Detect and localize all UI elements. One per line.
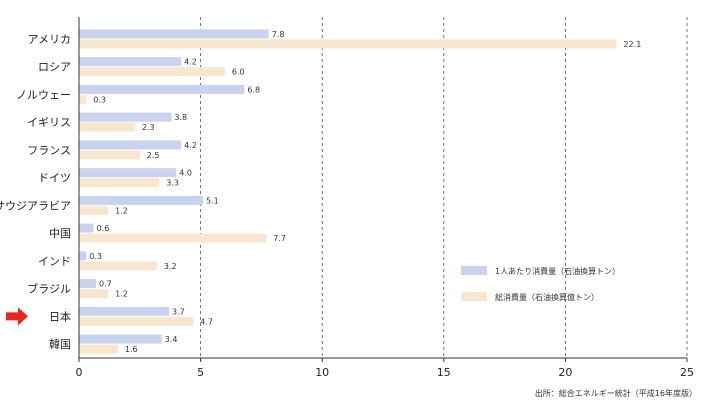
category-label: 中国 (49, 227, 71, 240)
category-label: インド (38, 255, 71, 268)
highlight-arrow-icon (6, 307, 28, 326)
bar-total (79, 261, 157, 271)
data-label: 7.7 (273, 234, 286, 243)
bar-total (79, 67, 225, 77)
bar-per-capita (79, 168, 177, 178)
data-label: 4.2 (184, 58, 197, 67)
bar-per-capita (79, 112, 172, 122)
category-labels: アメリカロシアノルウェーイギリスフランスドイツサウジアラビア中国インドブラジル日… (0, 33, 71, 351)
data-label: 0.3 (93, 95, 106, 104)
source-note: 出所：総合エネルギー統計（平成16年度版） (535, 388, 697, 398)
category-label: イギリス (27, 116, 71, 129)
category-label: ドイツ (38, 172, 71, 185)
data-label: 22.1 (623, 40, 641, 49)
bar-per-capita (79, 251, 87, 261)
legend-swatch (461, 292, 487, 301)
data-label: 3.3 (166, 179, 179, 188)
bar-total (79, 233, 267, 243)
x-tick-label: 20 (558, 366, 572, 379)
x-tick-label: 15 (437, 366, 451, 379)
category-label: 韓国 (49, 338, 71, 351)
legend: 1人あたり消費量（石油換算トン） 総消費量（石油換算億トン） (461, 266, 620, 302)
category-label: 日本 (49, 309, 71, 323)
bar-per-capita (79, 29, 269, 39)
category-label: フランス (27, 144, 71, 157)
data-label: 1.6 (125, 345, 138, 354)
data-label: 3.2 (164, 262, 177, 271)
bar-per-capita (79, 195, 204, 205)
bar-per-capita (79, 334, 162, 344)
data-label: 0.3 (89, 252, 102, 261)
data-label: 1.2 (115, 206, 128, 215)
data-label: 6.8 (247, 85, 260, 94)
data-label: 0.7 (99, 280, 112, 289)
category-label: ノルウェー (16, 88, 71, 101)
data-label: 3.7 (172, 307, 185, 316)
bar-total (79, 289, 109, 299)
bar-per-capita (79, 279, 97, 289)
data-label: 3.8 (174, 113, 187, 122)
data-label: 4.2 (184, 141, 197, 150)
bar-total (79, 316, 194, 326)
bar-per-capita (79, 140, 182, 150)
x-tick-label: 10 (315, 366, 329, 379)
axes: 0 5 10 15 20 25 (76, 17, 694, 379)
category-label: ブラジル (27, 282, 71, 296)
data-labels: 7.8 22.1 4.2 6.06.8 0.3 3.8 2.3 4.2 2.5 4.03.3 5.1… (89, 30, 641, 354)
x-tick-label: 25 (680, 366, 694, 379)
data-label: 4.0 (179, 169, 192, 178)
x-tick-label: 5 (197, 366, 204, 379)
data-label: 3.4 (165, 335, 178, 344)
category-label: ロシア (38, 61, 71, 74)
category-label: アメリカ (28, 33, 71, 46)
bar-total (79, 39, 617, 49)
bar-total (79, 122, 135, 132)
x-tick-label: 0 (76, 366, 83, 379)
data-label: 0.6 (97, 224, 110, 233)
data-label: 6.0 (232, 68, 245, 77)
data-label: 2.3 (142, 123, 155, 132)
red-arrow-icon (6, 307, 28, 326)
bar-total (79, 344, 118, 354)
legend-swatch (461, 266, 487, 275)
bar-total (79, 178, 160, 188)
bar-per-capita (79, 84, 245, 94)
data-label: 5.1 (206, 196, 219, 205)
bar-total (79, 205, 109, 215)
legend-label: 1人あたり消費量（石油換算トン） (495, 266, 620, 276)
data-label: 1.2 (115, 290, 128, 299)
data-label: 2.5 (147, 151, 160, 160)
bar-total (79, 150, 140, 160)
data-label: 4.7 (200, 317, 213, 326)
legend-label: 総消費量（石油換算億トン） (495, 292, 599, 302)
bar-total (79, 94, 87, 104)
bar-per-capita (79, 223, 94, 233)
bars (79, 29, 617, 354)
bar-per-capita (79, 306, 169, 316)
grid-lines (200, 17, 688, 358)
bar-per-capita (79, 57, 182, 67)
data-label: 7.8 (272, 30, 285, 39)
category-label: サウジアラビア (0, 199, 71, 212)
